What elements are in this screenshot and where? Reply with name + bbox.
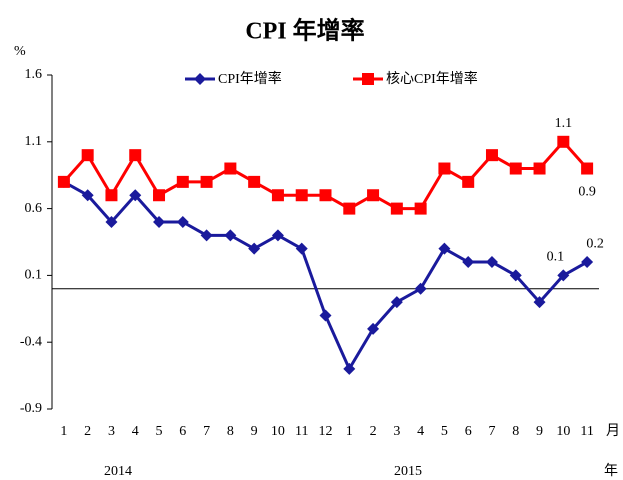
x-tick-label: 2 — [370, 424, 377, 439]
x-tick-label: 5 — [156, 424, 163, 439]
data-point — [271, 229, 284, 242]
x-tick-label: 12 — [319, 424, 333, 439]
data-point — [129, 189, 142, 202]
x-tick-label: 5 — [441, 424, 448, 439]
data-point — [485, 256, 498, 269]
data-point — [129, 149, 142, 162]
data-point — [557, 135, 570, 148]
year-label: 2015 — [394, 464, 422, 479]
x-tick-label: 9 — [251, 424, 258, 439]
x-tick-label: 10 — [556, 424, 570, 439]
x-tick-label: 9 — [536, 424, 543, 439]
x-tick-label: 8 — [512, 424, 519, 439]
x-tick-label: 8 — [227, 424, 234, 439]
data-point — [581, 256, 594, 269]
data-point — [224, 162, 237, 175]
data-point — [438, 242, 451, 255]
data-point — [176, 175, 189, 188]
x-tick-label: 2 — [84, 424, 91, 439]
data-point — [248, 242, 261, 255]
data-point — [485, 149, 498, 162]
y-tick-label: 0.6 — [25, 201, 43, 216]
data-point — [414, 202, 427, 215]
x-tick-label: 3 — [108, 424, 115, 439]
chart-title: CPI 年增率 — [245, 17, 364, 45]
y-tick-label: 1.6 — [25, 67, 43, 82]
legend-marker — [194, 73, 206, 85]
data-label: 0.9 — [578, 185, 596, 200]
data-point — [343, 362, 356, 375]
x-unit: 月 — [606, 423, 620, 439]
data-point — [438, 162, 451, 175]
y-tick-label: -0.9 — [20, 401, 42, 416]
data-point — [200, 229, 213, 242]
data-point — [81, 149, 94, 162]
data-label: 0.2 — [586, 236, 604, 251]
data-point — [533, 296, 546, 309]
data-point — [462, 175, 475, 188]
data-point — [319, 309, 332, 322]
y-tick-label: 0.1 — [25, 268, 43, 283]
x-tick-label: 1 — [60, 424, 67, 439]
data-point — [271, 189, 284, 202]
x-tick-label: 7 — [488, 424, 495, 439]
data-point — [105, 189, 118, 202]
data-point — [295, 189, 308, 202]
data-label: 1.1 — [555, 116, 573, 131]
data-point — [57, 175, 70, 188]
x-tick-label: 4 — [417, 424, 424, 439]
data-point — [176, 215, 189, 228]
x-tick-label: 4 — [132, 424, 139, 439]
data-point — [248, 175, 261, 188]
data-point — [105, 215, 118, 228]
x-tick-label: 11 — [295, 424, 308, 439]
data-point — [367, 189, 380, 202]
data-point — [224, 229, 237, 242]
data-point — [414, 282, 427, 295]
x-tick-label: 7 — [203, 424, 210, 439]
data-point — [581, 162, 594, 175]
data-point — [367, 322, 380, 335]
x-tick-label: 6 — [179, 424, 186, 439]
data-point — [509, 162, 522, 175]
data-point — [533, 162, 546, 175]
year-label: 2014 — [104, 464, 132, 479]
x-tick-label: 11 — [580, 424, 593, 439]
legend-label: 核心CPI年增率 — [386, 70, 478, 87]
legend-marker — [362, 73, 374, 85]
data-point — [509, 269, 522, 282]
data-point — [81, 189, 94, 202]
legend-label: CPI年增率 — [218, 70, 282, 87]
data-label: 0.1 — [547, 250, 565, 265]
data-point — [557, 269, 570, 282]
data-point — [343, 202, 356, 215]
y-unit: % — [14, 44, 26, 59]
series-line — [63, 180, 588, 373]
y-tick-label: 1.1 — [25, 134, 43, 149]
data-point — [200, 175, 213, 188]
x-tick-label: 1 — [346, 424, 353, 439]
data-point — [319, 189, 332, 202]
data-point — [462, 256, 475, 269]
data-point — [295, 242, 308, 255]
data-point — [153, 189, 166, 202]
year-unit: 年 — [604, 463, 618, 479]
data-point — [153, 215, 166, 228]
data-point — [390, 296, 403, 309]
x-tick-label: 6 — [465, 424, 472, 439]
x-tick-label: 3 — [393, 424, 400, 439]
data-point — [390, 202, 403, 215]
x-tick-label: 10 — [271, 424, 285, 439]
y-tick-label: -0.4 — [20, 334, 42, 349]
